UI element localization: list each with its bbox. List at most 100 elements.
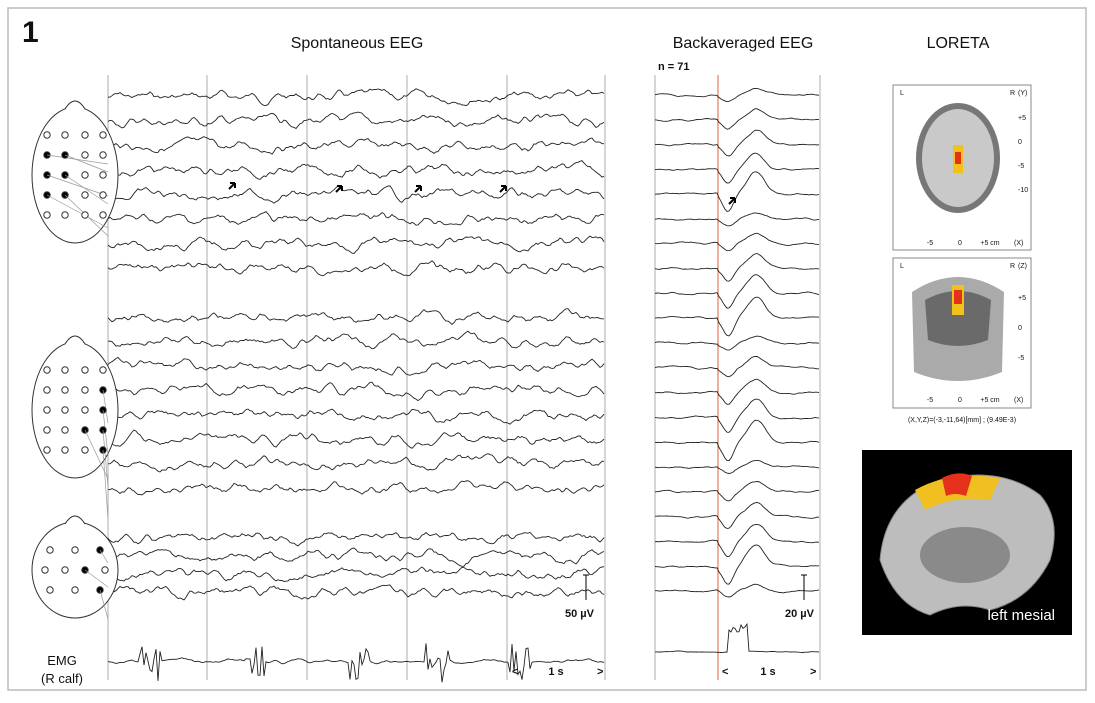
- axis-letter: R: [1010, 90, 1015, 97]
- electrode: [61, 406, 69, 414]
- electrode: [43, 446, 51, 454]
- electrode: [43, 131, 51, 139]
- arrow: [335, 185, 343, 193]
- nose: [64, 335, 86, 345]
- axis-letter: L: [900, 263, 904, 270]
- electrode: [81, 151, 89, 159]
- trace: [654, 129, 820, 157]
- trace: [654, 419, 820, 462]
- trace: [107, 111, 605, 130]
- trace: [655, 583, 820, 598]
- nose: [64, 515, 86, 525]
- lead-line: [64, 154, 109, 173]
- coronal-inner: [925, 291, 991, 346]
- trace: [654, 274, 820, 309]
- activation-peak: [955, 152, 961, 164]
- y-tick-label: -5: [1018, 163, 1024, 170]
- electrode: [99, 171, 107, 179]
- electrode: [81, 171, 89, 179]
- trace: [107, 330, 605, 350]
- trace: [655, 502, 820, 529]
- x-tick-label: -5: [927, 397, 933, 404]
- lead-line: [102, 449, 109, 520]
- y-tick-label: +5: [1018, 295, 1026, 302]
- trace: [107, 136, 604, 155]
- axis-name: (X): [1014, 397, 1023, 404]
- trace: [107, 381, 605, 402]
- trace: [654, 253, 820, 282]
- lead-line: [46, 174, 109, 197]
- emg-site: (R calf): [41, 671, 83, 686]
- electrode: [61, 566, 69, 574]
- electrode: [43, 406, 51, 414]
- scale-bar: [801, 574, 807, 600]
- axis-name: (X): [1014, 240, 1023, 247]
- electrode: [99, 191, 107, 199]
- panel-label: 1: [22, 16, 39, 49]
- electrode: [43, 211, 51, 219]
- time-right: >: [597, 666, 603, 678]
- backaveraged-title: Backaveraged EEG: [673, 35, 814, 52]
- trace: [107, 566, 605, 582]
- electrode: [101, 566, 109, 574]
- electrode: [71, 546, 79, 554]
- electrode: [81, 191, 89, 199]
- scale-label: 50 µV: [565, 608, 595, 620]
- trace: [654, 296, 820, 337]
- trace: [107, 408, 605, 425]
- electrode: [61, 386, 69, 394]
- axis-letter: L: [900, 90, 904, 97]
- x-tick-label: +5 cm: [980, 240, 999, 247]
- trace: [654, 481, 820, 502]
- trace: [107, 185, 605, 204]
- activation-peak: [942, 473, 972, 496]
- trace: [654, 356, 819, 378]
- electrode: [99, 366, 107, 374]
- lead-line: [46, 194, 109, 229]
- axis-letter: R: [1010, 263, 1015, 270]
- electrode: [61, 131, 69, 139]
- trace: [654, 108, 820, 130]
- arrow: [499, 185, 507, 193]
- electrode: [81, 406, 89, 414]
- trace: [654, 152, 820, 184]
- loreta-title: LORETA: [927, 35, 990, 52]
- lead-line: [99, 549, 109, 564]
- y-tick-label: 0: [1018, 139, 1022, 146]
- lead-line: [64, 174, 109, 205]
- trace: [107, 429, 605, 449]
- electrode: [81, 386, 89, 394]
- electrode: [81, 211, 89, 219]
- trace: [107, 643, 605, 683]
- trace: [654, 171, 820, 212]
- trace: [654, 88, 820, 103]
- electrode: [43, 426, 51, 434]
- n-label: n = 71: [658, 61, 690, 73]
- lead-line: [46, 154, 109, 165]
- lead-line: [99, 589, 109, 620]
- spontaneous-title: Spontaneous EEG: [291, 35, 424, 52]
- time-left: <: [512, 666, 518, 678]
- mesial-inner: [920, 527, 1010, 583]
- electrode: [46, 586, 54, 594]
- axis-name: (Y): [1018, 90, 1027, 97]
- trace: [654, 460, 820, 474]
- electrode: [99, 151, 107, 159]
- trace: [654, 544, 820, 585]
- trace: [107, 308, 604, 326]
- trace: [654, 212, 820, 227]
- trace: [107, 160, 605, 180]
- trace: [654, 232, 820, 252]
- trace: [654, 335, 820, 351]
- x-tick-label: +5 cm: [980, 397, 999, 404]
- y-tick-label: -10: [1018, 187, 1028, 194]
- time-label: 1 s: [548, 666, 563, 678]
- scale-bar: [583, 574, 589, 600]
- trace: [107, 211, 605, 226]
- trace: [655, 622, 820, 653]
- electrode: [81, 366, 89, 374]
- lead-line: [84, 569, 109, 588]
- y-tick-label: 0: [1018, 325, 1022, 332]
- arrow: [228, 182, 236, 190]
